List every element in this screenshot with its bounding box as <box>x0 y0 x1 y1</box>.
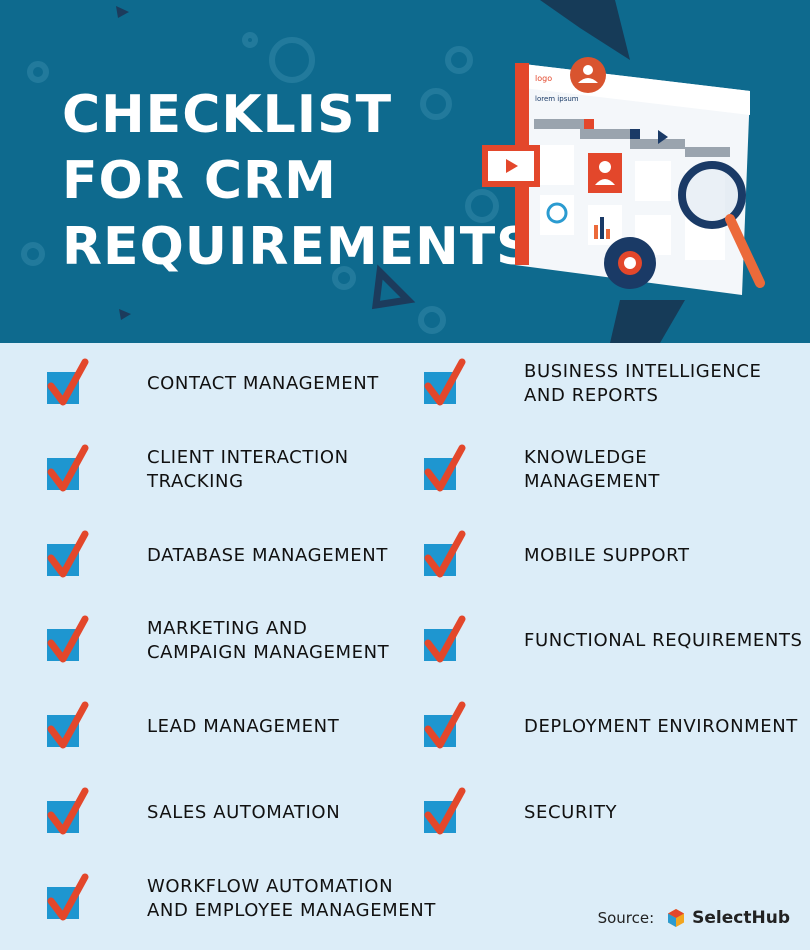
checklist-label: WORKFLOW AUTOMATION AND EMPLOYEE MANAGEM… <box>147 876 436 921</box>
checkbox-checked-icon <box>424 615 466 663</box>
title-line: FOR CRM <box>62 151 337 211</box>
checkbox-checked-icon <box>424 530 466 578</box>
checklist-label: DEPLOYMENT ENVIRONMENT <box>524 716 798 737</box>
checklist-label: BUSINESS INTELLIGENCE AND REPORTS <box>524 361 762 406</box>
checklist-item: FUNCTIONAL REQUIREMENTS <box>422 615 803 667</box>
illustration-logo: logo <box>535 74 552 83</box>
checklist-label: KNOWLEDGE MANAGEMENT <box>524 447 660 492</box>
checkbox-checked-icon <box>47 615 89 663</box>
checklist-item: SALES AUTOMATION <box>45 787 340 839</box>
checklist-label: CONTACT MANAGEMENT <box>147 373 379 394</box>
checkbox-checked-icon <box>424 787 466 835</box>
checklist-label: SECURITY <box>524 802 618 823</box>
checklist-label: MOBILE SUPPORT <box>524 545 690 566</box>
checklist-item: BUSINESS INTELLIGENCE AND REPORTS <box>422 358 762 410</box>
illustration-heading: lorem ipsum <box>535 95 579 103</box>
source-label: Source: <box>597 909 655 927</box>
source-brand: SelectHub <box>692 908 790 928</box>
checklist-label: FUNCTIONAL REQUIREMENTS <box>524 630 803 651</box>
checklist-item: DEPLOYMENT ENVIRONMENT <box>422 701 798 753</box>
checklist-item: CLIENT INTERACTION TRACKING <box>45 444 349 496</box>
checklist-item: MARKETING AND CAMPAIGN MANAGEMENT <box>45 615 389 667</box>
source-credit: Source: SelectHub <box>598 908 790 928</box>
checklist: CONTACT MANAGEMENT CLIENT INTERACTION TR… <box>0 343 810 950</box>
checklist-label: LEAD MANAGEMENT <box>147 716 340 737</box>
checkbox-checked-icon <box>47 444 89 492</box>
checkbox-checked-icon <box>424 701 466 749</box>
page-title: CHECKLIST FOR CRM REQUIREMENTS <box>62 82 535 280</box>
checklist-item: SECURITY <box>422 787 617 839</box>
checklist-item: MOBILE SUPPORT <box>422 530 690 582</box>
checklist-item: DATABASE MANAGEMENT <box>45 530 388 582</box>
checklist-item: KNOWLEDGE MANAGEMENT <box>422 444 660 496</box>
header-banner: CHECKLIST FOR CRM REQUIREMENTS logo lore… <box>0 0 810 343</box>
checklist-label: SALES AUTOMATION <box>147 802 341 823</box>
title-line: CHECKLIST <box>62 85 393 145</box>
title-line: REQUIREMENTS <box>62 217 535 277</box>
background-decoration <box>21 0 685 343</box>
checklist-item: LEAD MANAGEMENT <box>45 701 339 753</box>
crm-dashboard-illustration: logo lorem ipsum <box>482 57 765 295</box>
checklist-item: WORKFLOW AUTOMATION AND EMPLOYEE MANAGEM… <box>45 873 436 925</box>
checklist-item: CONTACT MANAGEMENT <box>45 358 379 410</box>
checkbox-checked-icon <box>47 530 89 578</box>
checklist-label: MARKETING AND CAMPAIGN MANAGEMENT <box>147 618 390 663</box>
checkbox-checked-icon <box>47 787 89 835</box>
checkbox-checked-icon <box>47 873 89 921</box>
checkbox-checked-icon <box>424 444 466 492</box>
checkbox-checked-icon <box>47 701 89 749</box>
checkbox-checked-icon <box>47 358 89 406</box>
selecthub-logo-icon <box>668 909 685 927</box>
checklist-label: CLIENT INTERACTION TRACKING <box>147 447 349 492</box>
checklist-label: DATABASE MANAGEMENT <box>147 545 388 566</box>
checkbox-checked-icon <box>424 358 466 406</box>
